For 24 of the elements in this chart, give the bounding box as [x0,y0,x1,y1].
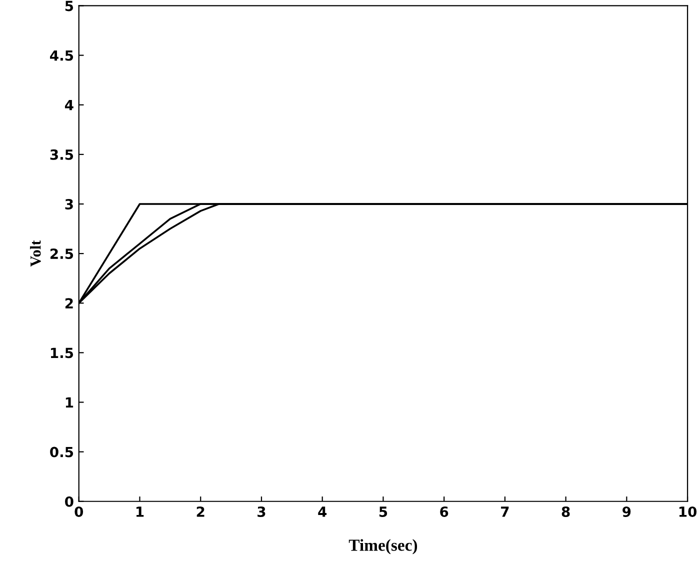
x-tick-label: 2 [196,506,204,517]
x-tick-label: 7 [501,506,509,517]
y-tick-label: 4 [64,100,74,110]
y-tick-label: 3 [65,198,73,210]
x-axis-title: Time(sec) [348,539,418,554]
y-tick-label: 2.5 [50,248,74,260]
x-tick-label: 0 [74,506,84,517]
x-tick-label: 6 [440,506,448,517]
x-tick-label: 8 [562,506,570,517]
y-tick-label: 3.5 [50,149,74,160]
y-tick-label: 1 [66,397,74,408]
y-axis-title: Volt [30,240,41,267]
y-tick-label: 2 [65,298,73,308]
x-tick-label: 5 [379,506,388,517]
y-tick-label: 1.5 [50,348,74,358]
x-tick-label: 10 [679,506,697,517]
y-tick-label: 4.5 [50,50,74,61]
x-tick-label: 9 [622,506,631,517]
y-tick-label: 5 [65,0,74,12]
x-tick-label: 4 [318,506,327,517]
y-tick-label: 0.5 [50,446,74,458]
x-tick-label: 1 [136,506,144,517]
x-tick-label: 3 [258,506,266,517]
y-tick-label: 0 [65,496,74,507]
